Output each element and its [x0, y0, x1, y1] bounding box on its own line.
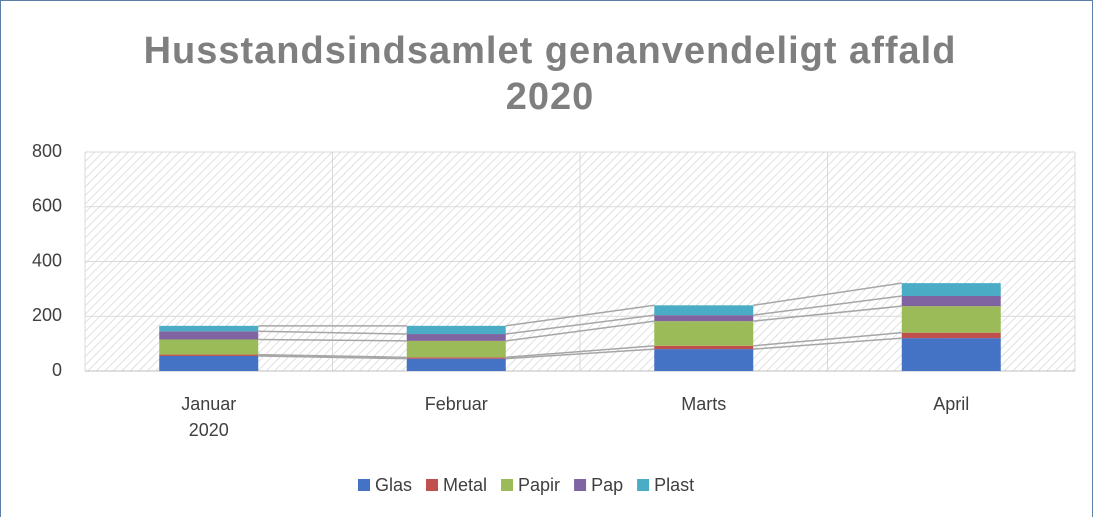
series-line	[753, 295, 902, 316]
bar-segment	[901, 306, 1001, 333]
x-tick-label: Februar	[424, 394, 488, 414]
bar-segment	[901, 332, 1001, 339]
bar-segment	[406, 325, 506, 335]
legend-swatch	[637, 479, 650, 491]
legend-label: Metal	[443, 475, 487, 495]
bar-segment	[159, 325, 259, 332]
series-line	[505, 320, 655, 342]
bar-segment	[159, 355, 259, 371]
bar-segment	[654, 305, 754, 316]
legend-label: Pap	[591, 475, 623, 495]
bar-segment	[654, 315, 754, 322]
legend-label: Glas	[375, 475, 412, 495]
legend-swatch	[574, 479, 587, 491]
x-tick-label: Marts	[681, 394, 727, 414]
bar-segment	[159, 339, 259, 355]
bar-segment	[406, 357, 506, 359]
series-line	[505, 304, 655, 327]
y-tick-label: 200	[32, 305, 62, 325]
series-line	[258, 353, 407, 359]
series-line	[753, 305, 902, 322]
bar-segment	[654, 345, 754, 350]
legend-label: Papir	[518, 475, 560, 495]
bar-segment	[159, 354, 259, 356]
bar-segment	[406, 334, 506, 341]
series-line	[753, 331, 902, 347]
series-line	[753, 282, 902, 307]
series-line	[505, 345, 655, 359]
series-line	[258, 355, 407, 360]
y-tick-label: 0	[52, 360, 62, 380]
legend-swatch	[358, 479, 370, 491]
y-tick-label: 600	[32, 196, 62, 216]
series-line	[753, 337, 902, 350]
series-line	[258, 330, 407, 335]
legend-label: Plast	[654, 475, 694, 495]
legend-swatch	[426, 479, 439, 491]
bar-segment	[406, 358, 506, 371]
bar-segment	[901, 283, 1001, 296]
y-tick-label: 800	[32, 141, 62, 161]
y-tick-label: 400	[32, 250, 62, 270]
bar-segment	[159, 331, 259, 340]
series-line	[505, 348, 655, 360]
series-line	[505, 314, 655, 335]
bar-segment	[654, 321, 754, 346]
bar-segment	[901, 295, 1001, 307]
bar-segment	[654, 349, 754, 371]
x-tick-label: Januar 2020	[181, 394, 237, 440]
legend-swatch	[501, 479, 514, 491]
bar-segment	[406, 340, 506, 358]
series-line	[258, 338, 407, 342]
chart-title: Husstandsindsamlet genanvendeligt affald…	[143, 30, 957, 118]
bar-segment	[901, 338, 1001, 371]
x-tick-label: April	[933, 394, 970, 414]
